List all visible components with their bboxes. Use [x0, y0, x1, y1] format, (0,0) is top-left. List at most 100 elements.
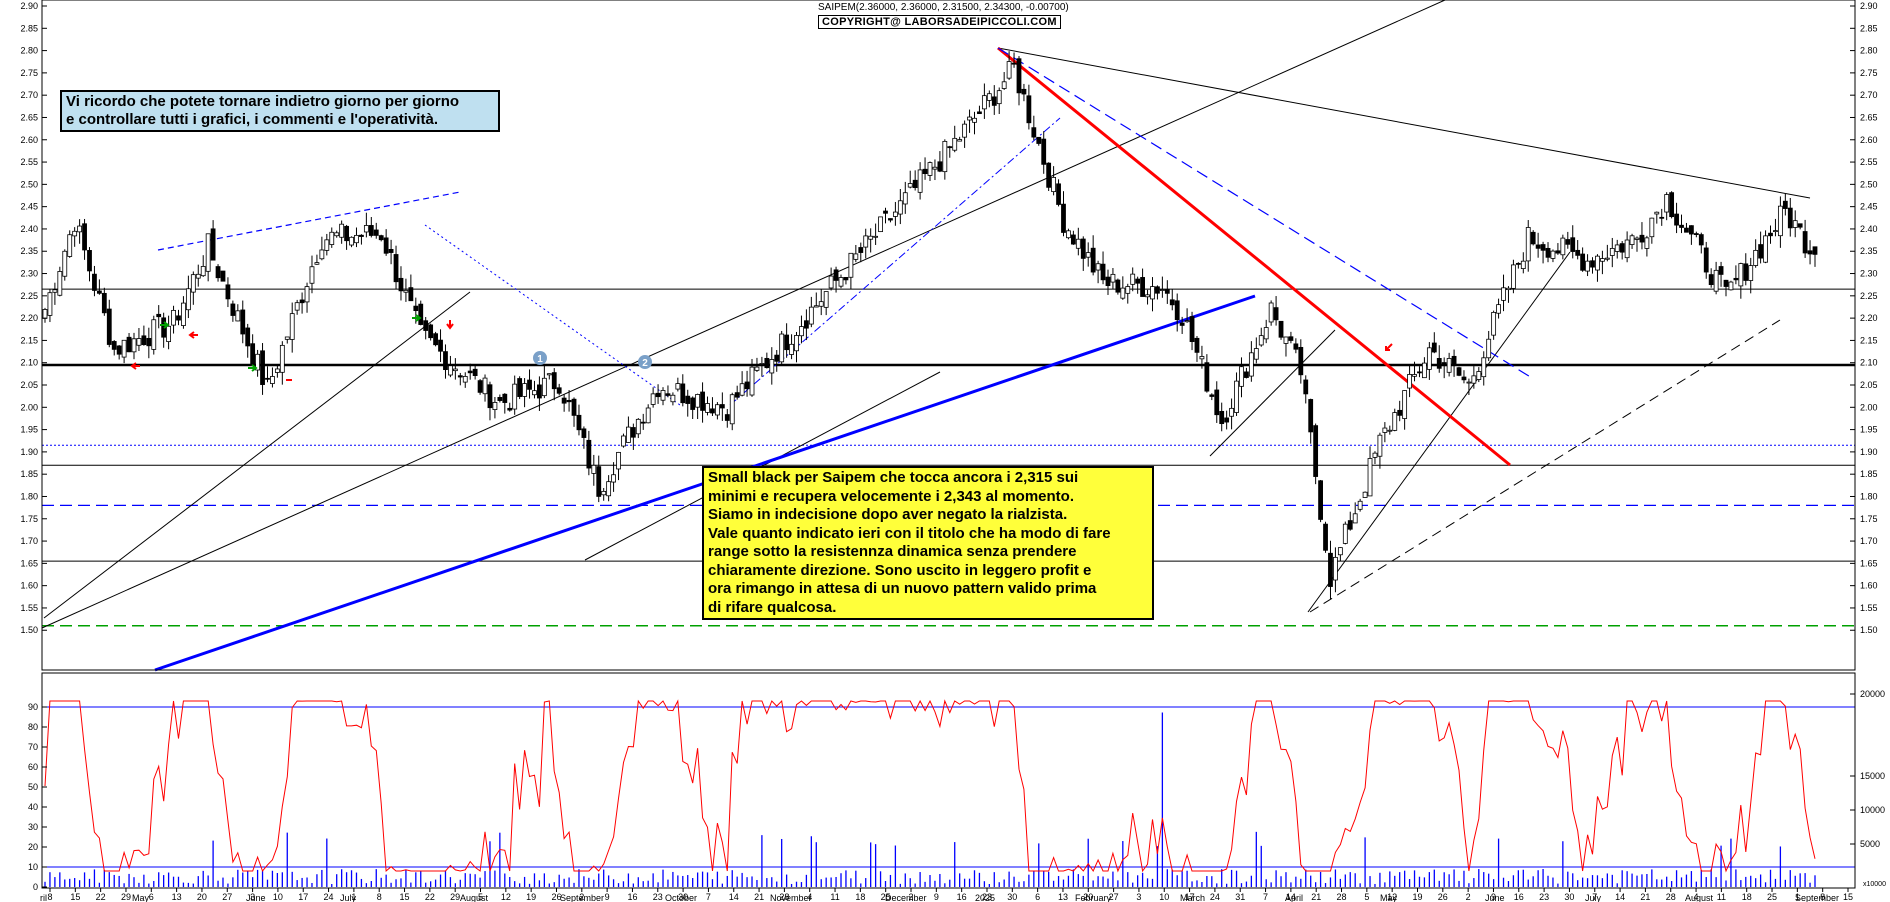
- candle-body: [363, 225, 369, 233]
- badge-2: [638, 355, 652, 369]
- volume-tick-label: 20000: [1860, 689, 1885, 699]
- candle-body: [833, 269, 839, 281]
- x-day-label: 10: [1159, 892, 1169, 902]
- price-tick-label-right: 2.25: [1860, 291, 1878, 301]
- candle-body: [937, 161, 943, 172]
- price-panel-frame: [41, 0, 1856, 671]
- candle-body: [863, 235, 869, 248]
- candle-body: [734, 392, 740, 398]
- x-day-label: 21: [754, 892, 764, 902]
- candle-body: [774, 354, 780, 362]
- candle-body: [927, 162, 933, 176]
- x-day-label: 5: [478, 892, 483, 902]
- candle-body: [1639, 234, 1645, 243]
- candle-body: [388, 249, 394, 253]
- x-month-label: November: [770, 893, 812, 902]
- candle-body: [1738, 263, 1744, 287]
- candle-body: [1214, 389, 1220, 416]
- candle-body: [1679, 224, 1684, 228]
- price-tick-label-left: 2.05: [20, 380, 38, 390]
- x-day-label: 23: [982, 892, 992, 902]
- red-resistance-line: [997, 46, 1511, 467]
- candle-body: [1461, 376, 1467, 381]
- candle-body: [1209, 394, 1215, 397]
- candle-body: [181, 302, 186, 326]
- candle-body: [1436, 358, 1442, 369]
- candle-body: [1352, 513, 1358, 524]
- x-day-label: 24: [324, 892, 334, 902]
- candle-body: [502, 393, 508, 403]
- candle-body: [1407, 374, 1412, 389]
- candle-body: [670, 394, 676, 403]
- candle-body: [1471, 375, 1477, 384]
- x-day-label: 24: [1210, 892, 1220, 902]
- candle-body: [1303, 379, 1309, 395]
- price-tick-label-right: 2.80: [1860, 46, 1878, 56]
- candle-body: [398, 277, 404, 292]
- candle-body: [1066, 230, 1071, 239]
- candle-body: [1125, 286, 1131, 294]
- blue-dashed-top-line: [157, 191, 461, 251]
- candle-body: [1511, 264, 1516, 289]
- candle-body: [675, 383, 681, 390]
- price-tick-label-right: 2.20: [1860, 313, 1878, 323]
- candle-body: [487, 384, 493, 409]
- x-month-label: March: [1180, 893, 1205, 902]
- x-day-label: 22: [425, 892, 435, 902]
- candle-body: [660, 390, 666, 401]
- price-tick-label-left: 2.80: [20, 46, 38, 56]
- candle-body: [101, 292, 107, 314]
- candle-body: [779, 333, 785, 363]
- candle-body: [611, 474, 616, 483]
- x-day-label: 29: [121, 892, 131, 902]
- candle-body: [1120, 287, 1126, 299]
- price-tick-label-left: 2.25: [20, 291, 38, 301]
- candle-body: [1763, 235, 1768, 263]
- candle-body: [1150, 286, 1155, 300]
- candle-body: [1105, 276, 1111, 287]
- candle-body: [304, 286, 310, 303]
- candle-body: [477, 380, 483, 393]
- candle-body: [1669, 192, 1675, 218]
- candles: [42, 51, 1818, 600]
- green-arrow-icon: [160, 321, 170, 329]
- candle-body: [1194, 337, 1200, 353]
- candle-body: [339, 223, 345, 238]
- candle-body: [166, 325, 172, 343]
- badge-2-label: 2: [642, 358, 648, 369]
- candle-body: [1397, 409, 1403, 416]
- candle-body: [1293, 343, 1299, 350]
- candle-body: [1718, 266, 1724, 275]
- candle-body: [314, 262, 320, 265]
- candle-body: [1070, 234, 1076, 245]
- badge-1: [533, 351, 547, 365]
- price-tick-label-right: 1.65: [1860, 558, 1878, 568]
- volume-unit-label: x10000: [1863, 881, 1886, 888]
- x-month-label: August: [460, 893, 489, 902]
- candle-body: [96, 290, 102, 294]
- x-day-label: 22: [96, 892, 106, 902]
- candle-body: [1797, 223, 1803, 228]
- x-month-label: ril: [40, 893, 47, 902]
- candle-body: [1782, 200, 1788, 209]
- candle-body: [1674, 213, 1679, 226]
- candle-body: [210, 228, 216, 261]
- candle-body: [443, 351, 448, 370]
- candle-body: [972, 117, 977, 123]
- candle-body: [888, 218, 893, 221]
- candle-body: [1481, 357, 1487, 378]
- x-day-label: 3: [1136, 892, 1141, 902]
- candle-body: [883, 210, 888, 214]
- long-uptrend-line: [41, 0, 1446, 629]
- candle-body: [546, 373, 552, 376]
- candle-body: [848, 252, 854, 278]
- candle-body: [996, 90, 1002, 105]
- x-day-label: 18: [1742, 892, 1752, 902]
- price-tick-label-left: 2.45: [20, 202, 38, 212]
- x-day-label: 28: [1666, 892, 1676, 902]
- candle-body: [591, 464, 597, 474]
- x-day-label: 2: [1466, 892, 1471, 902]
- candle-body: [1476, 371, 1482, 380]
- candle-body: [1792, 220, 1798, 228]
